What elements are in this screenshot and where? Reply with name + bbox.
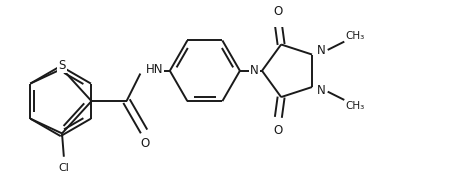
Text: Cl: Cl xyxy=(58,163,69,173)
Text: HN: HN xyxy=(146,63,164,76)
Text: CH₃: CH₃ xyxy=(345,101,365,111)
Text: O: O xyxy=(140,137,149,150)
Text: O: O xyxy=(274,124,283,137)
Text: N: N xyxy=(317,84,326,97)
Text: N: N xyxy=(250,64,259,77)
Text: CH₃: CH₃ xyxy=(345,31,365,41)
Text: O: O xyxy=(274,5,283,18)
Text: N: N xyxy=(317,44,326,57)
Text: S: S xyxy=(58,59,66,72)
